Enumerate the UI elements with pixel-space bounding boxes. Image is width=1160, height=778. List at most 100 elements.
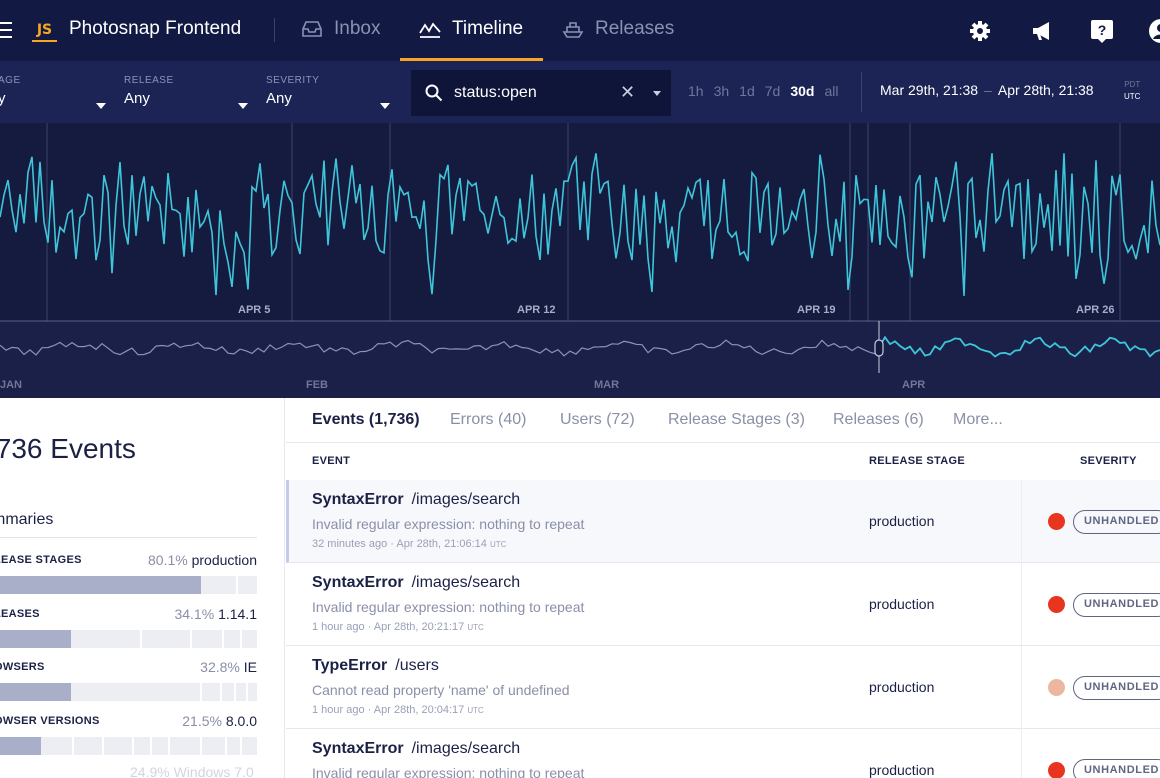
severity-filter[interactable]: SEVERITY Any	[266, 75, 390, 109]
search-input[interactable]: status:open ✕	[411, 70, 671, 116]
release-filter-value: Any	[124, 90, 150, 107]
event-title: TypeError/users	[312, 657, 439, 675]
chevron-down-icon	[380, 103, 390, 109]
tab-errors[interactable]: Errors (40)	[450, 411, 527, 428]
event-message: Invalid regular expression: nothing to r…	[312, 516, 585, 532]
release-stage-filter-label: AGE	[0, 75, 21, 86]
range-3h[interactable]: 3h	[713, 83, 730, 99]
severity-divider	[1021, 729, 1022, 778]
column-header-severity[interactable]: SEVERITY	[1080, 455, 1137, 467]
severity-filter-label: SEVERITY	[266, 75, 320, 86]
severity-indicator-dot	[1048, 513, 1065, 530]
event-row[interactable]: SyntaxError/images/search Invalid regula…	[286, 480, 1160, 563]
summary-value: 21.5% 8.0.0	[182, 713, 257, 729]
severity-indicator-dot	[1048, 679, 1065, 696]
tab-more[interactable]: More...	[953, 411, 1003, 428]
active-tab-indicator	[400, 58, 543, 61]
summary-label: LEASE STAGES	[0, 554, 82, 566]
event-time: 1 hour ago · Apr 28th, 20:04:17 UTC	[312, 704, 484, 716]
svg-text:?: ?	[1098, 22, 1107, 38]
event-error-class: SyntaxError	[312, 574, 404, 591]
summary-bar	[0, 683, 257, 701]
event-release-stage: production	[869, 762, 935, 778]
tab-release-stages[interactable]: Release Stages (3)	[668, 411, 805, 428]
summary-label: OWSER VERSIONS	[0, 715, 100, 727]
tick-apr-12: APR 12	[517, 304, 556, 316]
time-range-selector: 1h 3h 1d 7d 30d all	[688, 83, 838, 99]
severity-badge: UNHANDLED	[1073, 759, 1160, 778]
event-error-class: TypeError	[312, 657, 388, 674]
nav-item-releases[interactable]: Releases	[561, 18, 674, 40]
overview-selected-series-line	[879, 335, 1160, 358]
event-row[interactable]: TypeError/users Cannot read property 'na…	[286, 646, 1160, 729]
tick-apr-19: APR 19	[797, 304, 836, 316]
column-header-event[interactable]: EVENT	[312, 455, 351, 467]
date-range-separator: –	[984, 82, 992, 98]
severity-indicator-dot	[1048, 596, 1065, 613]
event-series-line	[0, 153, 1160, 296]
timeline-icon	[419, 22, 441, 38]
timeline-chart[interactable]: APR 5 APR 12 APR 19 APR 26 JAN FEB MAR A…	[0, 123, 1160, 398]
release-filter[interactable]: RELEASE Any	[124, 75, 248, 109]
tick-apr-5: APR 5	[238, 304, 271, 316]
tab-releases[interactable]: Releases (6)	[833, 411, 924, 428]
brush-handle[interactable]	[874, 339, 884, 357]
range-7d[interactable]: 7d	[764, 83, 781, 99]
timezone-toggle[interactable]: PDT UTC	[1124, 79, 1140, 103]
event-release-stage: production	[869, 596, 935, 612]
tab-events[interactable]: Events (1,736)	[312, 411, 420, 428]
ship-icon	[562, 22, 584, 38]
range-1d[interactable]: 1d	[739, 83, 755, 99]
overview-series-line	[0, 339, 877, 357]
severity-divider	[1021, 646, 1022, 729]
hamburger-menu-icon[interactable]	[0, 22, 14, 40]
clear-search-icon[interactable]: ✕	[620, 82, 636, 102]
month-feb: FEB	[306, 379, 328, 391]
nav-item-inbox[interactable]: Inbox	[300, 18, 380, 40]
severity-badge: UNHANDLED	[1073, 676, 1160, 700]
event-row[interactable]: SyntaxError/images/search Invalid regula…	[286, 563, 1160, 646]
search-icon	[425, 84, 443, 102]
megaphone-icon[interactable]	[1029, 18, 1055, 44]
range-30d[interactable]: 30d	[790, 83, 815, 99]
severity-filter-value: Any	[266, 90, 292, 107]
event-context: /users	[395, 657, 439, 674]
summary-value: 80.1% production	[148, 552, 257, 568]
tick-apr-26: APR 26	[1076, 304, 1115, 316]
event-release-stage: production	[869, 679, 935, 695]
help-icon[interactable]: ?	[1089, 18, 1115, 44]
events-tabs: Events (1,736) Errors (40) Users (72) Re…	[286, 398, 1160, 443]
range-1h[interactable]: 1h	[688, 83, 704, 99]
gear-icon[interactable]	[967, 18, 993, 44]
severity-badge: UNHANDLED	[1073, 510, 1160, 534]
event-message: Invalid regular expression: nothing to r…	[312, 765, 585, 778]
release-stage-filter-value: y	[0, 90, 6, 107]
date-range-picker[interactable]: Mar 29th, 21:38– Apr 28th, 21:38	[880, 82, 1094, 98]
event-time: 1 hour ago · Apr 28th, 20:21:17 UTC	[312, 621, 484, 633]
chevron-down-icon	[96, 103, 106, 109]
top-navbar: JS Photosnap Frontend Inbox Timeline Rel…	[0, 0, 1160, 61]
nav-item-releases-label: Releases	[595, 18, 675, 39]
release-stage-filter[interactable]: AGE y	[0, 75, 106, 109]
column-header-release-stage[interactable]: RELEASE STAGE	[869, 455, 965, 467]
event-time: 32 minutes ago · Apr 28th, 21:06:14 UTC	[312, 538, 507, 550]
event-context: /images/search	[411, 740, 521, 757]
event-error-class: SyntaxError	[312, 740, 404, 757]
user-avatar-icon[interactable]	[1148, 18, 1160, 44]
event-count-title: ,736 Events	[0, 433, 136, 464]
project-logo[interactable]: JS	[32, 20, 57, 42]
nav-item-timeline-label: Timeline	[452, 18, 524, 39]
range-divider	[861, 72, 862, 112]
range-all[interactable]: all	[824, 83, 839, 99]
tab-users[interactable]: Users (72)	[560, 411, 635, 428]
event-title: SyntaxError/images/search	[312, 574, 520, 592]
project-name[interactable]: Photosnap Frontend	[69, 18, 242, 39]
search-dropdown-chevron-icon[interactable]	[653, 91, 661, 96]
event-release-stage: production	[869, 513, 935, 529]
event-message: Invalid regular expression: nothing to r…	[312, 599, 585, 615]
event-row[interactable]: SyntaxError/images/search Invalid regula…	[286, 729, 1160, 778]
nav-item-timeline[interactable]: Timeline	[418, 18, 523, 40]
event-context: /images/search	[411, 491, 521, 508]
month-mar: MAR	[594, 379, 620, 391]
